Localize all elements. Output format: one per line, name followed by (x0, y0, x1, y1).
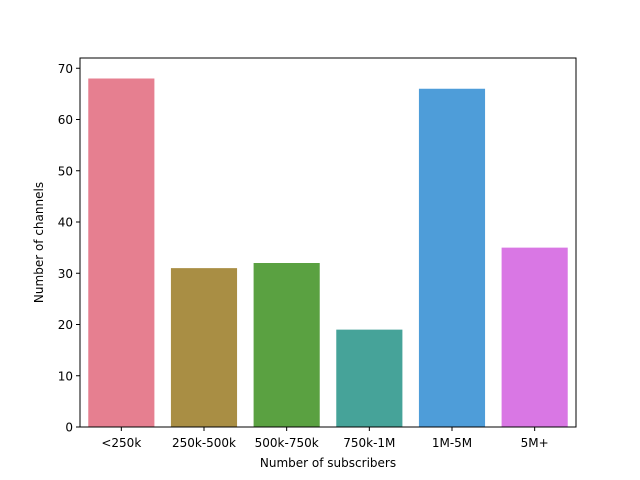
y-tick-label: 20 (58, 318, 73, 332)
y-axis-label: Number of channels (32, 182, 46, 303)
y-axis-ticks: 0 10 20 30 40 50 60 70 (58, 62, 80, 435)
bar-5mplus (501, 247, 568, 428)
y-tick-label: 10 (58, 369, 73, 383)
x-tick-label: 500k-750k (255, 436, 319, 450)
y-tick-label: 0 (65, 421, 73, 435)
y-tick-label: 60 (58, 113, 73, 127)
y-tick-label: 70 (58, 62, 73, 76)
bar-750k-1m (336, 329, 403, 428)
y-tick-label: 30 (58, 267, 73, 281)
bars-group (88, 78, 568, 428)
x-axis-ticks: <250k 250k-500k 500k-750k 750k-1M 1M-5M 5M+ (101, 427, 549, 450)
bar-500k-750k (253, 263, 320, 427)
bar-lt-250k (88, 78, 155, 427)
x-axis-label: Number of subscribers (260, 456, 396, 470)
x-tick-label: 250k-500k (172, 436, 236, 450)
y-tick-label: 50 (58, 164, 73, 178)
bar-1m-5m (418, 88, 486, 427)
x-tick-label: 750k-1M (343, 436, 395, 450)
y-tick-label: 40 (58, 216, 73, 230)
x-tick-label: 1M-5M (432, 436, 472, 450)
plot-frame (79, 57, 577, 428)
bar-250k-500k (170, 268, 238, 428)
x-tick-label: 5M+ (521, 436, 549, 450)
x-tick-label: <250k (101, 436, 141, 450)
